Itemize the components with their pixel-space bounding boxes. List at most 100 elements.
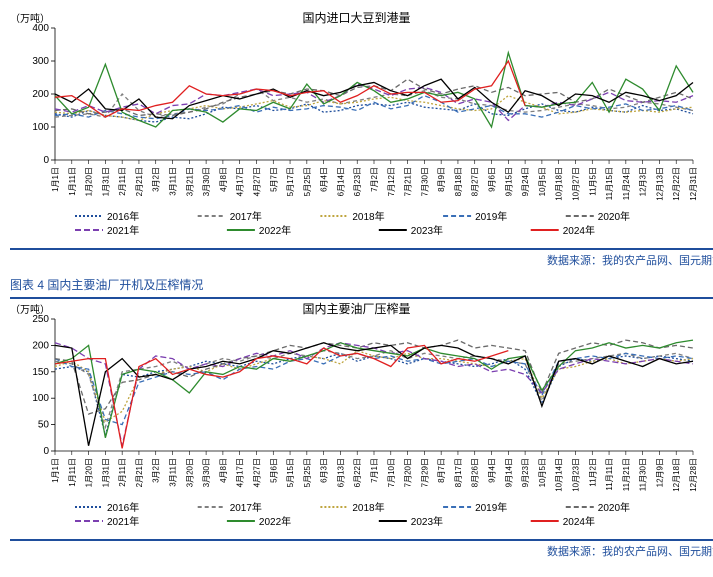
svg-text:100: 100: [32, 393, 49, 404]
svg-text:3月11日: 3月11日: [169, 167, 178, 196]
svg-text:11月24日: 11月24日: [622, 167, 631, 200]
svg-text:9月14日: 9月14日: [504, 458, 513, 487]
svg-text:2023年: 2023年: [411, 515, 443, 528]
svg-text:50: 50: [38, 420, 50, 431]
svg-text:6月23日: 6月23日: [353, 167, 362, 196]
svg-text:9月24日: 9月24日: [521, 167, 530, 196]
svg-text:4月17日: 4月17日: [236, 167, 245, 196]
svg-text:6月4日: 6月4日: [320, 167, 329, 192]
divider-2: [10, 297, 713, 299]
svg-text:8月27日: 8月27日: [471, 167, 480, 196]
svg-text:100: 100: [32, 122, 49, 133]
svg-text:国内主要油厂压榨量: 国内主要油厂压榨量: [302, 301, 410, 316]
svg-text:7月2日: 7月2日: [370, 167, 379, 192]
svg-text:3月30日: 3月30日: [202, 167, 211, 196]
svg-text:0: 0: [43, 446, 49, 457]
svg-text:2017年: 2017年: [230, 501, 262, 514]
svg-text:5月15日: 5月15日: [286, 458, 295, 487]
svg-text:8月17日: 8月17日: [454, 458, 463, 487]
svg-text:8月18日: 8月18日: [454, 167, 463, 196]
svg-text:5月7日: 5月7日: [269, 167, 278, 192]
svg-text:2月21日: 2月21日: [135, 167, 144, 196]
svg-text:8月7日: 8月7日: [437, 458, 446, 483]
svg-text:5月25日: 5月25日: [303, 167, 312, 196]
svg-text:200: 200: [32, 89, 49, 100]
svg-text:1月1日: 1月1日: [51, 458, 60, 483]
svg-text:国内进口大豆到港量: 国内进口大豆到港量: [302, 11, 410, 25]
svg-text:11月2日: 11月2日: [588, 458, 597, 487]
svg-text:2023年: 2023年: [411, 224, 443, 237]
svg-text:9月4日: 9月4日: [488, 458, 497, 483]
svg-text:12月9日: 12月9日: [655, 458, 664, 487]
svg-text:2016年: 2016年: [107, 210, 139, 223]
svg-text:11月5日: 11月5日: [588, 167, 597, 196]
svg-text:7月21日: 7月21日: [404, 167, 413, 196]
svg-text:6月14日: 6月14日: [336, 167, 345, 196]
svg-text:5月6日: 5月6日: [269, 458, 278, 483]
chart-1-source: 数据来源：我的农产品网、国元期货: [10, 252, 713, 268]
svg-text:7月10日: 7月10日: [387, 458, 396, 487]
svg-text:300: 300: [32, 56, 49, 67]
svg-text:3月11日: 3月11日: [169, 458, 178, 487]
chart-2-source: 数据来源：我的农产品网、国元期货: [10, 543, 713, 559]
svg-text:6月3日: 6月3日: [320, 458, 329, 483]
svg-text:2月11日: 2月11日: [118, 458, 127, 487]
figure-4-title: 图表 4 国内主要油厂开机及压榨情况: [10, 276, 713, 293]
svg-text:1月1日: 1月1日: [51, 167, 60, 192]
chart-1-container: 国内进口大豆到港量（万吨）01002003004001月1日1月11日1月20日…: [10, 10, 713, 242]
svg-text:1月11日: 1月11日: [68, 458, 77, 487]
svg-text:12月18日: 12月18日: [672, 458, 681, 492]
svg-text:2017年: 2017年: [230, 210, 262, 223]
svg-text:5月25日: 5月25日: [303, 458, 312, 487]
svg-text:2月11日: 2月11日: [118, 167, 127, 196]
svg-text:12月13日: 12月13日: [655, 167, 664, 201]
svg-text:12月22日: 12月22日: [672, 167, 681, 201]
divider-1: [10, 248, 713, 250]
svg-text:3月2日: 3月2日: [152, 167, 161, 192]
svg-text:2021年: 2021年: [107, 515, 139, 528]
chart-2-svg: 国内主要油厂压榨量（万吨）0501001502002501月1日1月11日1月2…: [10, 301, 703, 533]
svg-text:3月21日: 3月21日: [185, 167, 194, 196]
svg-text:2022年: 2022年: [259, 224, 291, 237]
svg-text:9月6日: 9月6日: [488, 167, 497, 192]
divider-3: [10, 539, 713, 541]
svg-text:9月23日: 9月23日: [521, 458, 530, 487]
svg-text:4月17日: 4月17日: [236, 458, 245, 487]
chart-2-container: 国内主要油厂压榨量（万吨）0501001502002501月1日1月11日1月2…: [10, 301, 713, 533]
svg-text:1月20日: 1月20日: [85, 167, 94, 196]
svg-text:2020年: 2020年: [598, 210, 630, 223]
svg-text:6月13日: 6月13日: [336, 458, 345, 487]
svg-text:9月15日: 9月15日: [504, 167, 513, 196]
svg-text:6月22日: 6月22日: [353, 458, 362, 487]
svg-text:2024年: 2024年: [563, 224, 595, 237]
svg-text:12月31日: 12月31日: [689, 167, 698, 201]
svg-text:150: 150: [32, 367, 49, 378]
svg-text:2018年: 2018年: [352, 210, 384, 223]
svg-text:5月17日: 5月17日: [286, 167, 295, 196]
svg-text:4月8日: 4月8日: [219, 167, 228, 192]
svg-text:11月21日: 11月21日: [622, 458, 631, 491]
svg-text:7月30日: 7月30日: [420, 167, 429, 196]
svg-text:12月3日: 12月3日: [639, 167, 648, 196]
svg-text:3月2日: 3月2日: [152, 458, 161, 483]
svg-text:400: 400: [32, 23, 49, 34]
svg-text:2021年: 2021年: [107, 224, 139, 237]
svg-text:7月12日: 7月12日: [387, 167, 396, 196]
svg-text:10月5日: 10月5日: [538, 458, 547, 487]
svg-text:4月8日: 4月8日: [219, 458, 228, 483]
svg-text:4月27日: 4月27日: [252, 167, 261, 196]
svg-text:7月1日: 7月1日: [370, 458, 379, 483]
svg-text:10月18日: 10月18日: [555, 167, 564, 201]
svg-text:7月29日: 7月29日: [420, 458, 429, 487]
svg-text:2022年: 2022年: [259, 515, 291, 528]
svg-text:1月31日: 1月31日: [101, 167, 110, 196]
svg-text:10月5日: 10月5日: [538, 167, 547, 196]
svg-text:0: 0: [43, 155, 49, 166]
svg-text:8月9日: 8月9日: [437, 167, 446, 192]
svg-text:11月15日: 11月15日: [605, 167, 614, 200]
svg-text:2018年: 2018年: [352, 501, 384, 514]
svg-text:10月27日: 10月27日: [571, 167, 580, 201]
svg-text:2020年: 2020年: [598, 501, 630, 514]
svg-text:2016年: 2016年: [107, 501, 139, 514]
svg-text:2024年: 2024年: [563, 515, 595, 528]
